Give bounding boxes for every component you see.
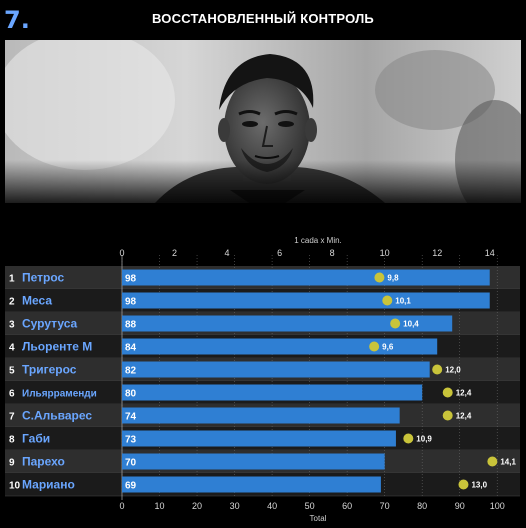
rate-marker	[487, 456, 498, 467]
row-name: Мариано	[22, 478, 75, 492]
row-rank: 6	[9, 389, 15, 400]
top-tick-label: 8	[330, 248, 335, 258]
bar	[122, 315, 453, 332]
top-tick-label: 12	[432, 248, 442, 258]
top-tick-label: 0	[119, 248, 124, 258]
rate-marker	[374, 272, 385, 283]
row-name: Сурутуса	[22, 317, 78, 331]
bar	[122, 338, 438, 355]
row-rank: 2	[9, 297, 15, 308]
player-portrait-icon	[5, 40, 521, 203]
bottom-tick-label: 0	[119, 501, 124, 511]
rate-value-label: 10,4	[403, 320, 419, 329]
rate-marker	[432, 364, 443, 375]
row-rank: 9	[9, 458, 15, 469]
bar	[122, 476, 381, 493]
row-name: Габи	[22, 432, 50, 446]
rate-marker	[403, 433, 414, 444]
bar	[122, 384, 423, 401]
row-rank: 3	[9, 320, 15, 331]
bottom-tick-label: 30	[230, 501, 240, 511]
bar	[122, 292, 490, 309]
page-title: ВОССТАНОВЛЕННЫЙ КОНТРОЛЬ	[152, 11, 374, 26]
top-axis-label: 1 cada x Min.	[294, 236, 342, 245]
bottom-axis-label: Total	[310, 514, 327, 523]
page-rank-number: 7.	[4, 6, 30, 34]
bar-value-label: 73	[125, 435, 137, 446]
rate-value-label: 9,8	[387, 274, 399, 283]
row-name: Ильярраменди	[22, 389, 97, 400]
bottom-tick-label: 80	[417, 501, 427, 511]
rate-value-label: 9,6	[382, 343, 394, 352]
rate-value-label: 14,1	[500, 458, 516, 467]
bar-value-label: 82	[125, 366, 137, 377]
row-name: Петрос	[22, 271, 65, 285]
top-tick-label: 4	[225, 248, 230, 258]
row-name: Тригерос	[22, 363, 77, 377]
bar	[122, 361, 430, 378]
bottom-tick-label: 70	[380, 501, 390, 511]
top-tick-label: 6	[277, 248, 282, 258]
rate-marker	[390, 318, 401, 329]
row-rank: 10	[9, 481, 21, 492]
row-name: Льоренте М	[22, 340, 92, 354]
bottom-tick-label: 90	[455, 501, 465, 511]
bar	[122, 269, 490, 286]
top-tick-label: 14	[485, 248, 495, 258]
row-name: Меса	[22, 294, 52, 308]
player-photo	[5, 40, 521, 203]
rate-marker	[382, 295, 393, 306]
bar-value-label: 80	[125, 389, 137, 400]
bar	[122, 430, 396, 447]
row-rank: 1	[9, 274, 15, 285]
top-tick-label: 10	[380, 248, 390, 258]
bottom-tick-label: 40	[267, 501, 277, 511]
bar-value-label: 70	[125, 458, 137, 469]
bottom-tick-label: 50	[305, 501, 315, 511]
bar-value-label: 98	[125, 274, 137, 285]
rate-value-label: 12,4	[456, 389, 472, 398]
row-name: С.Альварес	[22, 409, 92, 423]
bottom-tick-label: 20	[192, 501, 202, 511]
rate-marker	[458, 479, 469, 490]
bar-value-label: 98	[125, 297, 137, 308]
bar	[122, 407, 400, 424]
bar-value-label: 69	[125, 481, 137, 492]
row-rank: 7	[9, 412, 15, 423]
rate-value-label: 12,4	[456, 412, 472, 421]
rate-value-label: 10,9	[416, 435, 432, 444]
bottom-tick-label: 60	[342, 501, 352, 511]
rate-value-label: 10,1	[395, 297, 411, 306]
row-rank: 5	[9, 366, 15, 377]
bar-value-label: 88	[125, 320, 137, 331]
row-rank: 8	[9, 435, 15, 446]
rate-marker	[369, 341, 380, 352]
row-name: Парехо	[22, 455, 65, 469]
top-tick-label: 2	[172, 248, 177, 258]
row-rank: 4	[9, 343, 15, 354]
bar-value-label: 84	[125, 343, 137, 354]
bottom-tick-label: 10	[155, 501, 165, 511]
bottom-tick-label: 100	[490, 501, 505, 511]
rate-value-label: 12,0	[445, 366, 461, 375]
bar	[122, 453, 385, 470]
rate-value-label: 13,0	[471, 481, 487, 490]
rate-marker	[442, 410, 453, 421]
bar-value-label: 74	[125, 412, 137, 423]
rate-marker	[442, 387, 453, 398]
